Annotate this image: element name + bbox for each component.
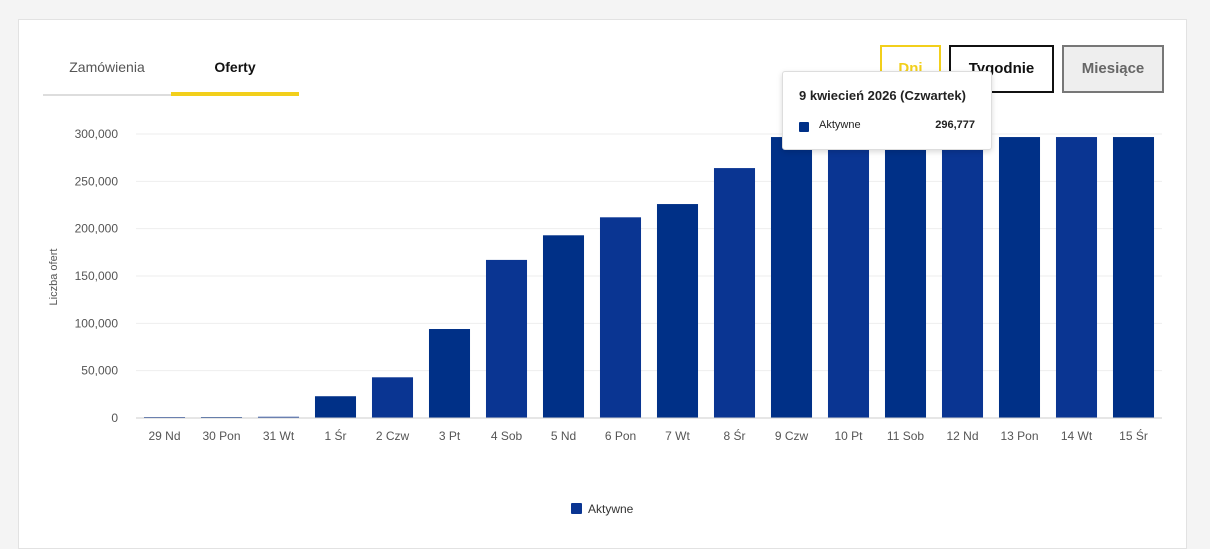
x-tick-label: 5 Nd (551, 429, 576, 443)
x-tick-label: 14 Wt (1061, 429, 1093, 443)
y-tick-label: 300,000 (75, 127, 119, 141)
x-tick-label: 6 Pon (605, 429, 636, 443)
bar[interactable] (428, 329, 471, 418)
legend[interactable]: Aktywne (571, 502, 634, 516)
y-axis-title: Liczba ofert (48, 249, 60, 306)
x-tick-label: 30 Pon (202, 429, 240, 443)
x-tick-label: 13 Pon (1000, 429, 1038, 443)
x-tick-label: 9 Czw (775, 429, 809, 443)
y-axis-ticks: 0 50,000 100,000 150,000 200,000 250,000 300,0… (75, 127, 119, 425)
x-tick-label: 7 Wt (665, 429, 690, 443)
x-tick-label: 1 Śr (324, 428, 346, 443)
x-tick-label: 15 Śr (1119, 428, 1148, 443)
active-tab-indicator (171, 92, 299, 96)
bars (143, 137, 1155, 419)
chart-tooltip: 9 kwiecień 2026 (Czwartek) Aktywne 296,7… (782, 71, 992, 150)
months-button[interactable]: Miesiące (1062, 45, 1164, 93)
x-tick-label: 4 Sob (491, 429, 523, 443)
x-tick-label: 11 Sob (887, 429, 924, 443)
bar[interactable] (884, 137, 927, 419)
tabs: Zamówienia Oferty (43, 58, 299, 96)
x-tick-label: 8 Śr (723, 428, 745, 443)
x-tick-label: 12 Nd (946, 429, 978, 443)
bar[interactable] (998, 137, 1041, 419)
legend-swatch (571, 503, 582, 514)
y-tick-label: 100,000 (75, 316, 119, 330)
x-tick-label: 3 Pt (439, 429, 461, 443)
bar[interactable] (770, 137, 813, 419)
x-tick-label: 10 Pt (834, 429, 863, 443)
tooltip-swatch (799, 122, 809, 132)
tooltip-value: 296,777 (935, 119, 975, 131)
x-tick-label: 31 Wt (263, 429, 295, 443)
bar[interactable] (827, 137, 870, 419)
bar[interactable] (713, 168, 756, 418)
x-tick-label: 2 Czw (376, 429, 410, 443)
y-tick-label: 250,000 (75, 174, 119, 188)
tooltip-title: 9 kwiecień 2026 (Czwartek) (799, 88, 966, 103)
tooltip-series-label: Aktywne (819, 119, 861, 131)
x-tick-label: 29 Nd (148, 429, 180, 443)
tab-orders[interactable]: Zamówienia (69, 59, 145, 75)
x-axis-ticks: 29 Nd 30 Pon 31 Wt 1 Śr 2 Czw 3 Pt 4 Sob 5 Nd 6 … (148, 428, 1147, 443)
bar[interactable] (1055, 137, 1098, 419)
y-tick-label: 150,000 (75, 269, 119, 283)
bar[interactable] (1112, 137, 1155, 419)
bar[interactable] (485, 259, 528, 418)
bar-chart: Liczba ofert 0 50,000 100,000 150,000 200,00… (48, 127, 1162, 516)
tab-offers[interactable]: Oferty (214, 59, 256, 75)
bar[interactable] (257, 416, 300, 418)
bar[interactable] (941, 137, 984, 419)
bar[interactable] (542, 235, 585, 418)
weeks-button[interactable]: Tygodnie (949, 45, 1054, 93)
bar[interactable] (599, 217, 642, 418)
y-tick-label: 200,000 (75, 222, 119, 236)
legend-label: Aktywne (588, 502, 634, 516)
y-tick-label: 50,000 (81, 364, 118, 378)
y-tick-label: 0 (111, 411, 118, 425)
bar[interactable] (314, 396, 357, 418)
bar[interactable] (656, 204, 699, 418)
bar[interactable] (371, 377, 414, 418)
